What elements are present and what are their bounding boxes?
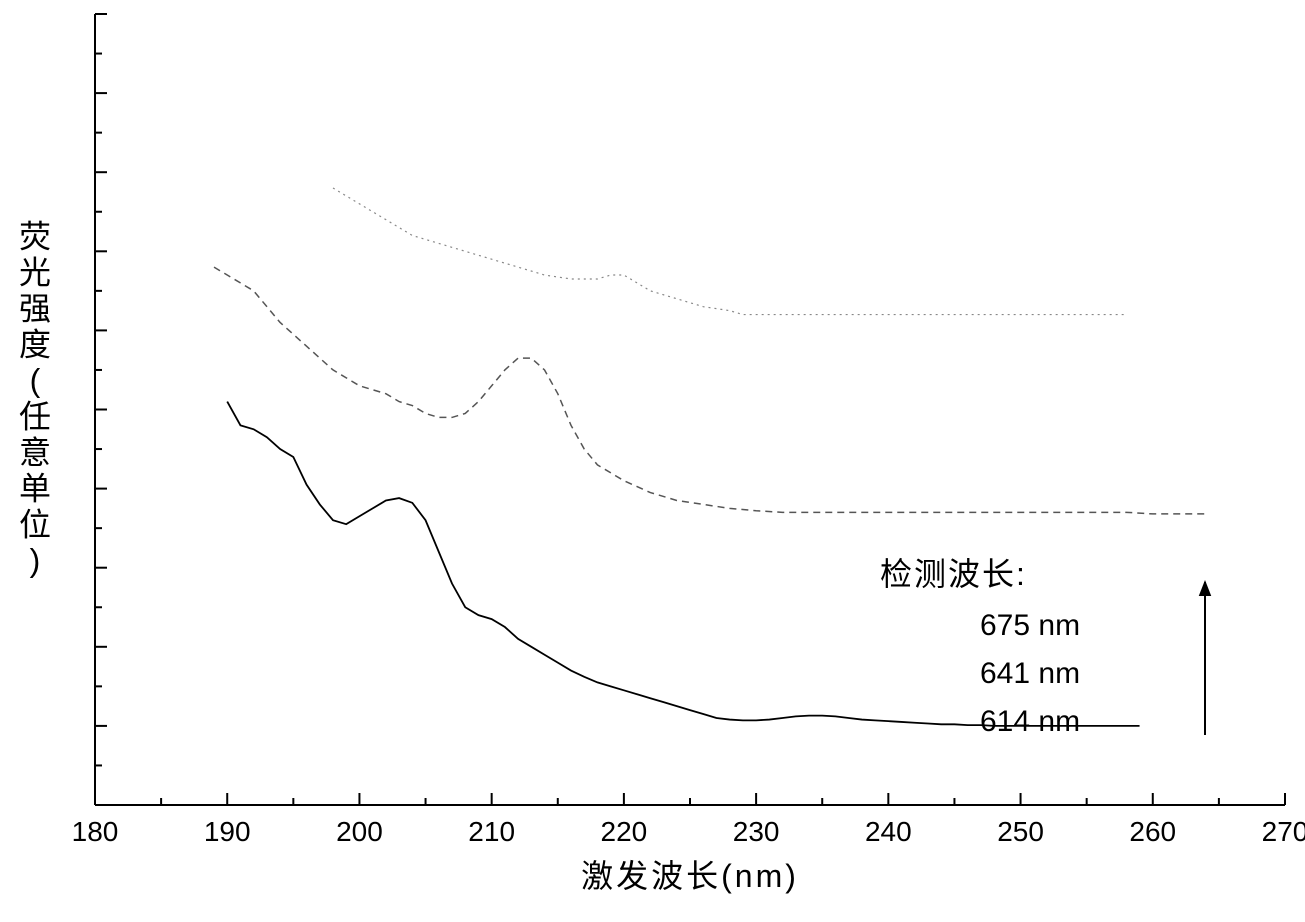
- y-axis-label-char: 意: [19, 435, 51, 471]
- y-axis-label-char: 光: [19, 255, 51, 291]
- spectrum-chart: 180 190 200 210 220 230 240 250 260 270 激发波长(nm) 荧光…: [0, 0, 1305, 917]
- series-675nm: [333, 188, 1126, 315]
- series-641nm: [214, 267, 1206, 514]
- x-axis-label: 激发波长(nm): [581, 858, 799, 894]
- x-tick-label: 250: [997, 816, 1044, 847]
- legend-item: 614 nm: [980, 705, 1080, 738]
- y-axis-label-char: 任: [19, 399, 51, 435]
- arrow-head: [1199, 580, 1212, 596]
- x-tick-label: 180: [72, 816, 119, 847]
- x-tick-label: 220: [601, 816, 648, 847]
- x-tick-label: 240: [865, 816, 912, 847]
- legend-title: 检测波长:: [880, 556, 1027, 592]
- x-tick-label: 230: [733, 816, 780, 847]
- x-tick-label: 200: [336, 816, 383, 847]
- y-axis-label-char: 荧: [19, 219, 51, 255]
- x-tick-label: 270: [1262, 816, 1305, 847]
- y-axis-label-char: 单: [19, 471, 51, 507]
- x-tick-label: 260: [1129, 816, 1176, 847]
- y-axis-label-char: ): [30, 543, 41, 579]
- chart-svg: 180 190 200 210 220 230 240 250 260 270 激发波长(nm) 荧光…: [0, 0, 1305, 917]
- legend-item: 641 nm: [980, 657, 1080, 690]
- x-tick-label: 190: [204, 816, 251, 847]
- y-axis-label-char: 度: [19, 327, 51, 363]
- y-axis-label-char: 强: [19, 291, 51, 327]
- x-tick-label: 210: [468, 816, 515, 847]
- y-axis-label-char: 位: [19, 507, 51, 543]
- y-axis-label-char: (: [30, 363, 41, 399]
- legend-item: 675 nm: [980, 609, 1080, 642]
